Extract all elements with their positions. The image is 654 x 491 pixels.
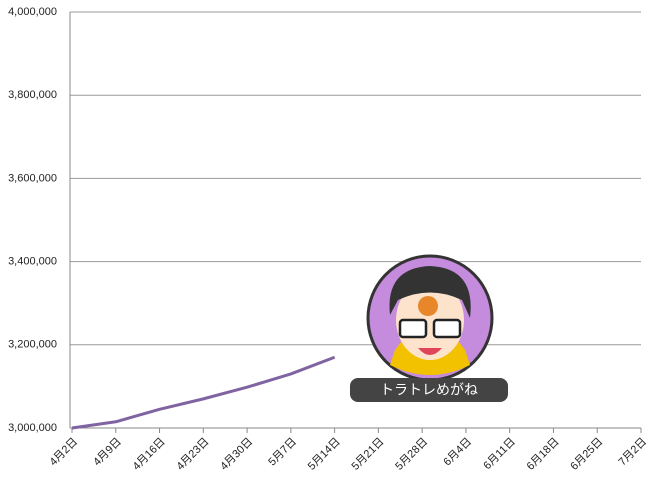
x-tick-label: 6月11日	[481, 436, 517, 472]
x-tick-label: 5月7日	[266, 436, 299, 469]
x-tick-label: 6月18日	[525, 436, 562, 473]
y-tick-label: 3,200,000	[8, 339, 57, 351]
x-tick-label: 5月21日	[350, 436, 387, 473]
x-tick-label: 5月28日	[393, 436, 430, 473]
x-tick-label: 5月14日	[306, 436, 343, 473]
y-tick-label: 3,600,000	[8, 172, 57, 184]
avatar-mouth	[418, 348, 442, 355]
x-tick-label: 4月16日	[131, 436, 168, 473]
y-tick-label: 3,000,000	[8, 422, 57, 434]
x-tick-label: 4月23日	[174, 436, 211, 473]
x-tick-label: 7月2日	[616, 436, 649, 469]
y-tick-label: 3,800,000	[8, 89, 57, 101]
y-tick-label: 4,000,000	[8, 6, 57, 18]
avatar-glasses-left	[398, 318, 428, 339]
x-tick-label: 6月4日	[441, 436, 474, 469]
avatar-face	[396, 280, 464, 360]
x-tick-label: 4月2日	[47, 436, 80, 469]
avatar-glasses-right	[432, 318, 462, 339]
avatar: トラトレめがね	[350, 254, 508, 402]
x-tick-label: 6月25日	[568, 436, 605, 473]
avatar-label-bg	[350, 378, 508, 402]
series-line	[71, 355, 336, 430]
x-tick-label: 4月30日	[218, 436, 255, 473]
x-tick-label: 4月9日	[91, 436, 124, 469]
avatar-label: トラトレめがね	[380, 382, 478, 398]
avatar-tiger	[418, 296, 438, 316]
y-tick-label: 3,400,000	[8, 256, 57, 268]
avatar-hair	[389, 266, 471, 318]
